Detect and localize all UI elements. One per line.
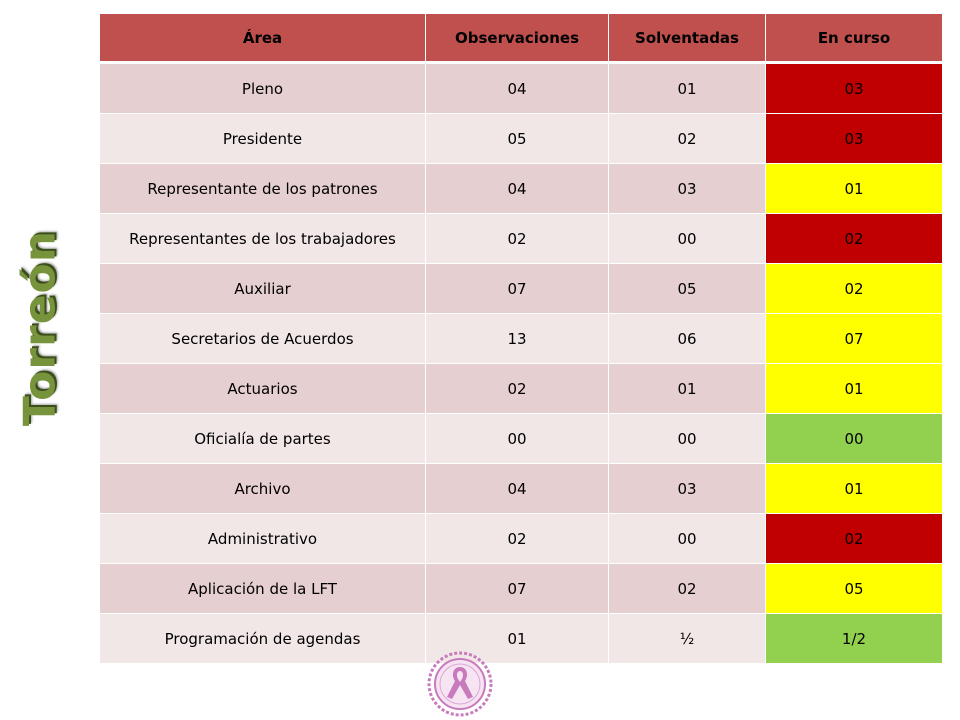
table-row: Administrativo 02 00 02 [99,513,943,564]
cell-solventadas: 00 [608,513,766,564]
cell-area: Pleno [99,62,426,114]
table-row: Archivo 04 03 01 [99,463,943,514]
cell-solventadas: 06 [608,313,766,364]
table-row: Programación de agendas 01 ½ 1/2 [99,613,943,664]
cell-solventadas: 05 [608,263,766,314]
table-row: Aplicación de la LFT 07 02 05 [99,563,943,614]
observations-table: Área Observaciones Solventadas En curso … [99,13,943,664]
cell-observaciones: 04 [425,163,609,214]
cell-observaciones: 01 [425,613,609,664]
table-row: Representante de los patrones 04 03 01 [99,163,943,214]
cell-en-curso: 02 [765,263,943,314]
cell-en-curso: 1/2 [765,613,943,664]
cell-solventadas: 00 [608,213,766,264]
cell-en-curso: 02 [765,513,943,564]
cell-observaciones: 13 [425,313,609,364]
header-solventadas: Solventadas [608,13,766,64]
cell-area: Secretarios de Acuerdos [99,313,426,364]
cell-solventadas: ½ [608,613,766,664]
table-row: Secretarios de Acuerdos 13 06 07 [99,313,943,364]
side-title: Torreón [14,229,66,427]
cell-area: Representantes de los trabajadores [99,213,426,264]
cell-area: Administrativo [99,513,426,564]
table-row: Pleno 04 01 03 [99,62,943,114]
cell-observaciones: 00 [425,413,609,464]
cell-area: Aplicación de la LFT [99,563,426,614]
header-observaciones: Observaciones [425,13,609,64]
cell-en-curso: 05 [765,563,943,614]
cell-area: Auxiliar [99,263,426,314]
cell-en-curso: 02 [765,213,943,264]
cell-en-curso: 01 [765,363,943,414]
header-area: Área [99,13,426,64]
cell-observaciones: 02 [425,513,609,564]
cell-solventadas: 01 [608,363,766,414]
cell-solventadas: 01 [608,62,766,114]
table-row: Actuarios 02 01 01 [99,363,943,414]
cell-solventadas: 02 [608,113,766,164]
cell-solventadas: 02 [608,563,766,614]
cell-en-curso: 07 [765,313,943,364]
cell-area: Oficialía de partes [99,413,426,464]
cell-area: Representante de los patrones [99,163,426,214]
table-row: Oficialía de partes 00 00 00 [99,413,943,464]
cell-area: Actuarios [99,363,426,414]
cell-solventadas: 03 [608,163,766,214]
cell-solventadas: 00 [608,413,766,464]
table-row: Presidente 05 02 03 [99,113,943,164]
cell-area: Presidente [99,113,426,164]
cell-en-curso: 01 [765,463,943,514]
cell-area: Programación de agendas [99,613,426,664]
cell-observaciones: 02 [425,363,609,414]
awareness-ribbon-seal-icon [427,651,493,717]
header-en-curso: En curso [765,13,943,64]
cell-observaciones: 04 [425,62,609,114]
cell-observaciones: 04 [425,463,609,514]
cell-observaciones: 05 [425,113,609,164]
cell-area: Archivo [99,463,426,514]
table-body: Pleno 04 01 03 Presidente 05 02 03 Representante… [99,62,943,664]
cell-en-curso: 00 [765,413,943,464]
cell-observaciones: 07 [425,563,609,614]
cell-observaciones: 07 [425,263,609,314]
cell-en-curso: 03 [765,113,943,164]
table-row: Representantes de los trabajadores 02 00 02 [99,213,943,264]
table-header-row: Área Observaciones Solventadas En curso [99,13,943,64]
table-row: Auxiliar 07 05 02 [99,263,943,314]
cell-en-curso: 03 [765,62,943,114]
cell-observaciones: 02 [425,213,609,264]
cell-en-curso: 01 [765,163,943,214]
cell-solventadas: 03 [608,463,766,514]
